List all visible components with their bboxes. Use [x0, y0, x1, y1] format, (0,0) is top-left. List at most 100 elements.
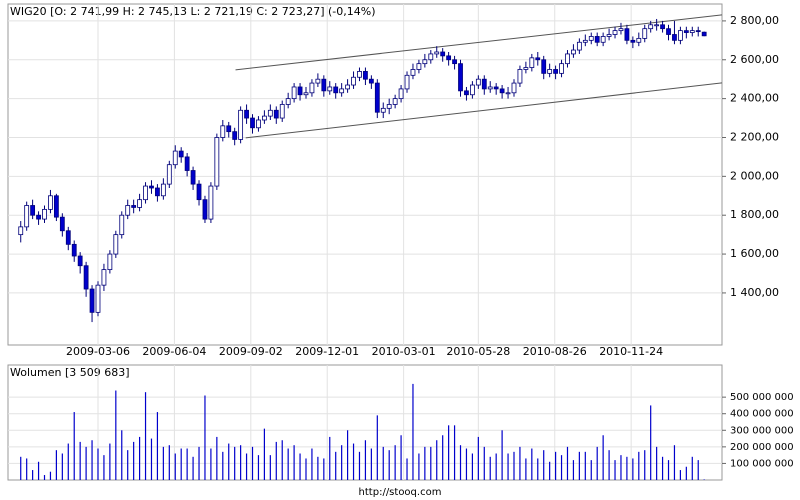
candle-body [321, 78, 327, 92]
candle-body [535, 57, 541, 61]
candle-body [511, 82, 517, 94]
x-tick-label: 2009-12-01 [295, 345, 359, 358]
candle-body [291, 86, 297, 100]
candle-body [244, 109, 249, 119]
candle-body [374, 82, 380, 113]
candle-body [689, 30, 695, 33]
candle-body [143, 185, 148, 201]
candle-body [559, 63, 564, 74]
candle-body [571, 49, 576, 55]
candle-body [202, 199, 208, 220]
candle-body [565, 53, 570, 65]
candle-body [279, 104, 285, 119]
candle-body [351, 76, 356, 86]
y2-tick-label: 500 000 000 [730, 392, 794, 403]
candle-body [541, 59, 547, 74]
y2-tick-label: 300 000 000 [730, 425, 794, 436]
y-tick-label: 2 200,00 [730, 130, 779, 143]
candle-body [475, 78, 481, 86]
candle-body [404, 74, 410, 90]
candle-body [523, 67, 529, 70]
candle-body [666, 28, 671, 35]
candle-body [95, 284, 101, 313]
candle-body [53, 195, 59, 218]
candle-body [214, 137, 220, 187]
candle-body [392, 98, 398, 105]
candle-body [553, 69, 558, 74]
candle-body [446, 55, 452, 61]
candle-body [119, 214, 125, 236]
candle-body [487, 86, 493, 90]
candle-body [18, 226, 24, 236]
candle-body [232, 131, 238, 140]
candle-body [648, 24, 654, 30]
candle-body [677, 30, 683, 41]
candle-body [363, 71, 368, 80]
candle-body [339, 88, 345, 94]
trendline [235, 14, 723, 71]
candle-body [208, 185, 214, 220]
x-tick-label: 2010-08-26 [523, 345, 587, 358]
candle-body [184, 156, 190, 171]
x-tick-label: 2010-11-24 [599, 345, 663, 358]
candle-body [672, 34, 677, 41]
candle-body [398, 88, 404, 100]
y-tick-label: 2 400,00 [730, 92, 779, 105]
candle-body [149, 185, 154, 189]
candle-body [505, 92, 511, 95]
candle-body [547, 69, 553, 74]
candle-body [273, 109, 279, 119]
candle-body [440, 51, 446, 57]
candle-body [345, 84, 350, 90]
candle-body [695, 30, 701, 33]
candle-body [125, 205, 131, 216]
candle-body [71, 243, 77, 257]
candle-body [285, 98, 291, 105]
price-panel [7, 3, 723, 346]
x-tick-label: 2010-05-28 [446, 345, 510, 358]
candle-body [261, 115, 267, 121]
candle-body [434, 51, 440, 55]
candle-body [36, 214, 41, 220]
candle-body [422, 59, 428, 65]
candle-body [428, 53, 434, 61]
candle-body [83, 265, 89, 290]
candle-body [636, 37, 642, 43]
candle-body [256, 119, 261, 129]
candle-body [238, 109, 244, 140]
candle-body [327, 86, 333, 92]
candle-body [517, 69, 523, 84]
candle-body [660, 24, 665, 30]
candle-body [624, 28, 630, 41]
candle-body [131, 205, 137, 208]
candle-body [576, 41, 582, 51]
candle-body [481, 78, 487, 90]
candle-body [630, 39, 636, 43]
candle-body [190, 170, 196, 185]
candle-body [701, 31, 707, 37]
candle-body [600, 36, 606, 43]
candle-body [77, 255, 83, 267]
candle-body [309, 82, 315, 94]
candle-body [357, 71, 362, 78]
candle-body [166, 164, 172, 185]
candle-body [297, 86, 303, 96]
y2-tick-label: 400 000 000 [730, 409, 794, 420]
candle-body [250, 117, 255, 129]
candle-body [588, 36, 594, 41]
candle-body [452, 59, 457, 65]
candle-body [458, 63, 463, 92]
candle-body [606, 34, 612, 37]
candle-body [493, 86, 499, 90]
y-tick-label: 1 400,00 [730, 286, 779, 299]
y-tick-label: 1 800,00 [730, 208, 779, 221]
candle-body [529, 57, 535, 68]
trendline [245, 82, 723, 139]
candle-body [683, 30, 689, 33]
candle-body [42, 208, 47, 220]
candle-body [469, 84, 475, 96]
candle-body [333, 86, 339, 94]
candle-body [107, 253, 113, 271]
y-tick-label: 1 600,00 [730, 247, 779, 260]
